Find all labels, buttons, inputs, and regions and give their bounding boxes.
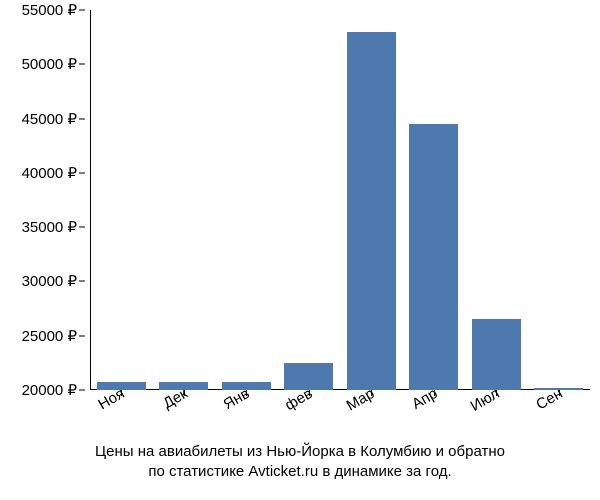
chart-caption: Цены на авиабилеты из Нью-Йорка в Колумб… bbox=[0, 442, 600, 483]
y-tick-label: 50000 ₽ bbox=[22, 55, 77, 73]
y-axis-line bbox=[90, 10, 91, 390]
y-tick-mark bbox=[79, 118, 85, 119]
bar bbox=[284, 363, 333, 390]
y-tick-label: 40000 ₽ bbox=[22, 164, 77, 182]
bar bbox=[472, 319, 521, 390]
plot-area: НояДекЯнвфевМарАпрИюлСен bbox=[90, 10, 590, 390]
caption-line-2: по статистике Avticket.ru в динамике за … bbox=[0, 462, 600, 482]
y-tick-label: 55000 ₽ bbox=[22, 1, 77, 19]
caption-line-1: Цены на авиабилеты из Нью-Йорка в Колумб… bbox=[0, 442, 600, 462]
y-tick-label: 25000 ₽ bbox=[22, 327, 77, 345]
y-tick-mark bbox=[79, 10, 85, 11]
y-tick-label: 35000 ₽ bbox=[22, 218, 77, 236]
chart-container: 20000 ₽ 25000 ₽ 30000 ₽ 35000 ₽ 40000 ₽ 45000… bbox=[0, 0, 600, 500]
y-tick-mark bbox=[79, 390, 85, 391]
y-tick-mark bbox=[79, 335, 85, 336]
y-tick-mark bbox=[79, 172, 85, 173]
y-axis: 20000 ₽25000 ₽30000 ₽35000 ₽40000 ₽45000… bbox=[0, 10, 85, 390]
y-tick-mark bbox=[79, 281, 85, 282]
bar bbox=[409, 124, 458, 390]
y-tick-mark bbox=[79, 227, 85, 228]
y-tick-mark bbox=[79, 64, 85, 65]
y-tick-label: 30000 ₽ bbox=[22, 272, 77, 290]
y-tick-label: 45000 ₽ bbox=[22, 110, 77, 128]
y-tick-label: 20000 ₽ bbox=[22, 381, 77, 399]
bar bbox=[347, 32, 396, 390]
